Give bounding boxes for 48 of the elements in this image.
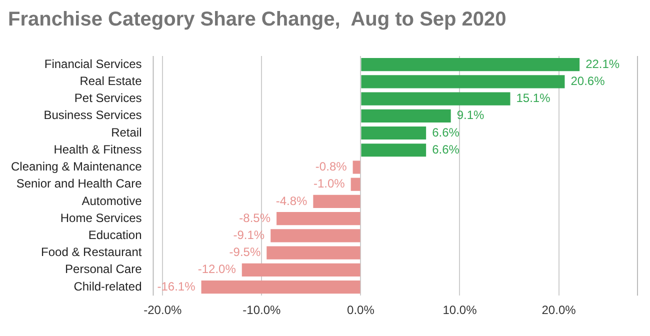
x-tick-label: 20.0%	[542, 303, 576, 318]
y-tick-label: Financial Services	[44, 56, 142, 71]
y-tick-label: Personal Care	[65, 262, 142, 276]
x-tick-label: -20.0%	[144, 303, 182, 318]
y-tick-label: Pet Services	[74, 91, 142, 106]
bar	[313, 194, 360, 208]
bar	[361, 92, 510, 106]
bar	[361, 144, 426, 157]
bar	[361, 58, 580, 72]
y-tick-label: Automotive	[82, 194, 142, 208]
data-label: 20.6%	[570, 74, 606, 88]
bar	[361, 109, 451, 122]
data-label: -16.1%	[157, 279, 196, 294]
data-label: -1.0%	[313, 176, 346, 191]
bar	[242, 263, 360, 276]
y-tick-label: Retail	[111, 125, 142, 140]
bar	[352, 160, 360, 174]
bar	[276, 212, 360, 226]
bar	[361, 75, 565, 88]
bar	[266, 246, 360, 260]
bar	[201, 280, 360, 294]
data-label: 22.1%	[586, 56, 620, 71]
y-tick-label: Child-related	[74, 279, 142, 294]
y-tick-label: Senior and Health Care	[16, 176, 142, 191]
data-label: 6.6%	[432, 125, 460, 140]
y-tick-label: Health & Fitness	[54, 142, 142, 156]
data-label: 15.1%	[516, 91, 551, 106]
chart-title: Franchise Category Share Change, Aug to Sep 2020	[8, 8, 506, 31]
y-tick-label: Food & Restaurant	[41, 245, 142, 260]
y-tick-label: Cleaning & Maintenance	[10, 160, 142, 174]
bar	[270, 229, 360, 242]
data-label: -8.5%	[239, 210, 271, 225]
data-label: -12.0%	[198, 262, 236, 276]
x-tick-label: 0.0%	[347, 303, 375, 318]
bar	[361, 126, 426, 140]
data-label: -9.5%	[229, 245, 261, 260]
y-tick-label: Business Services	[44, 108, 142, 122]
x-tick-label: 10.0%	[442, 303, 478, 318]
y-tick-label: Real Estate	[80, 74, 142, 88]
data-label: 6.6%	[432, 142, 460, 156]
data-label: -9.1%	[233, 228, 265, 242]
data-label: -0.8%	[315, 160, 348, 174]
y-tick-label: Education	[88, 228, 142, 242]
y-tick-label: Home Services	[60, 210, 142, 225]
bar	[350, 178, 360, 191]
data-label: 9.1%	[456, 108, 485, 122]
data-label: -4.8%	[276, 194, 308, 208]
x-tick-label: -10.0%	[242, 303, 282, 318]
